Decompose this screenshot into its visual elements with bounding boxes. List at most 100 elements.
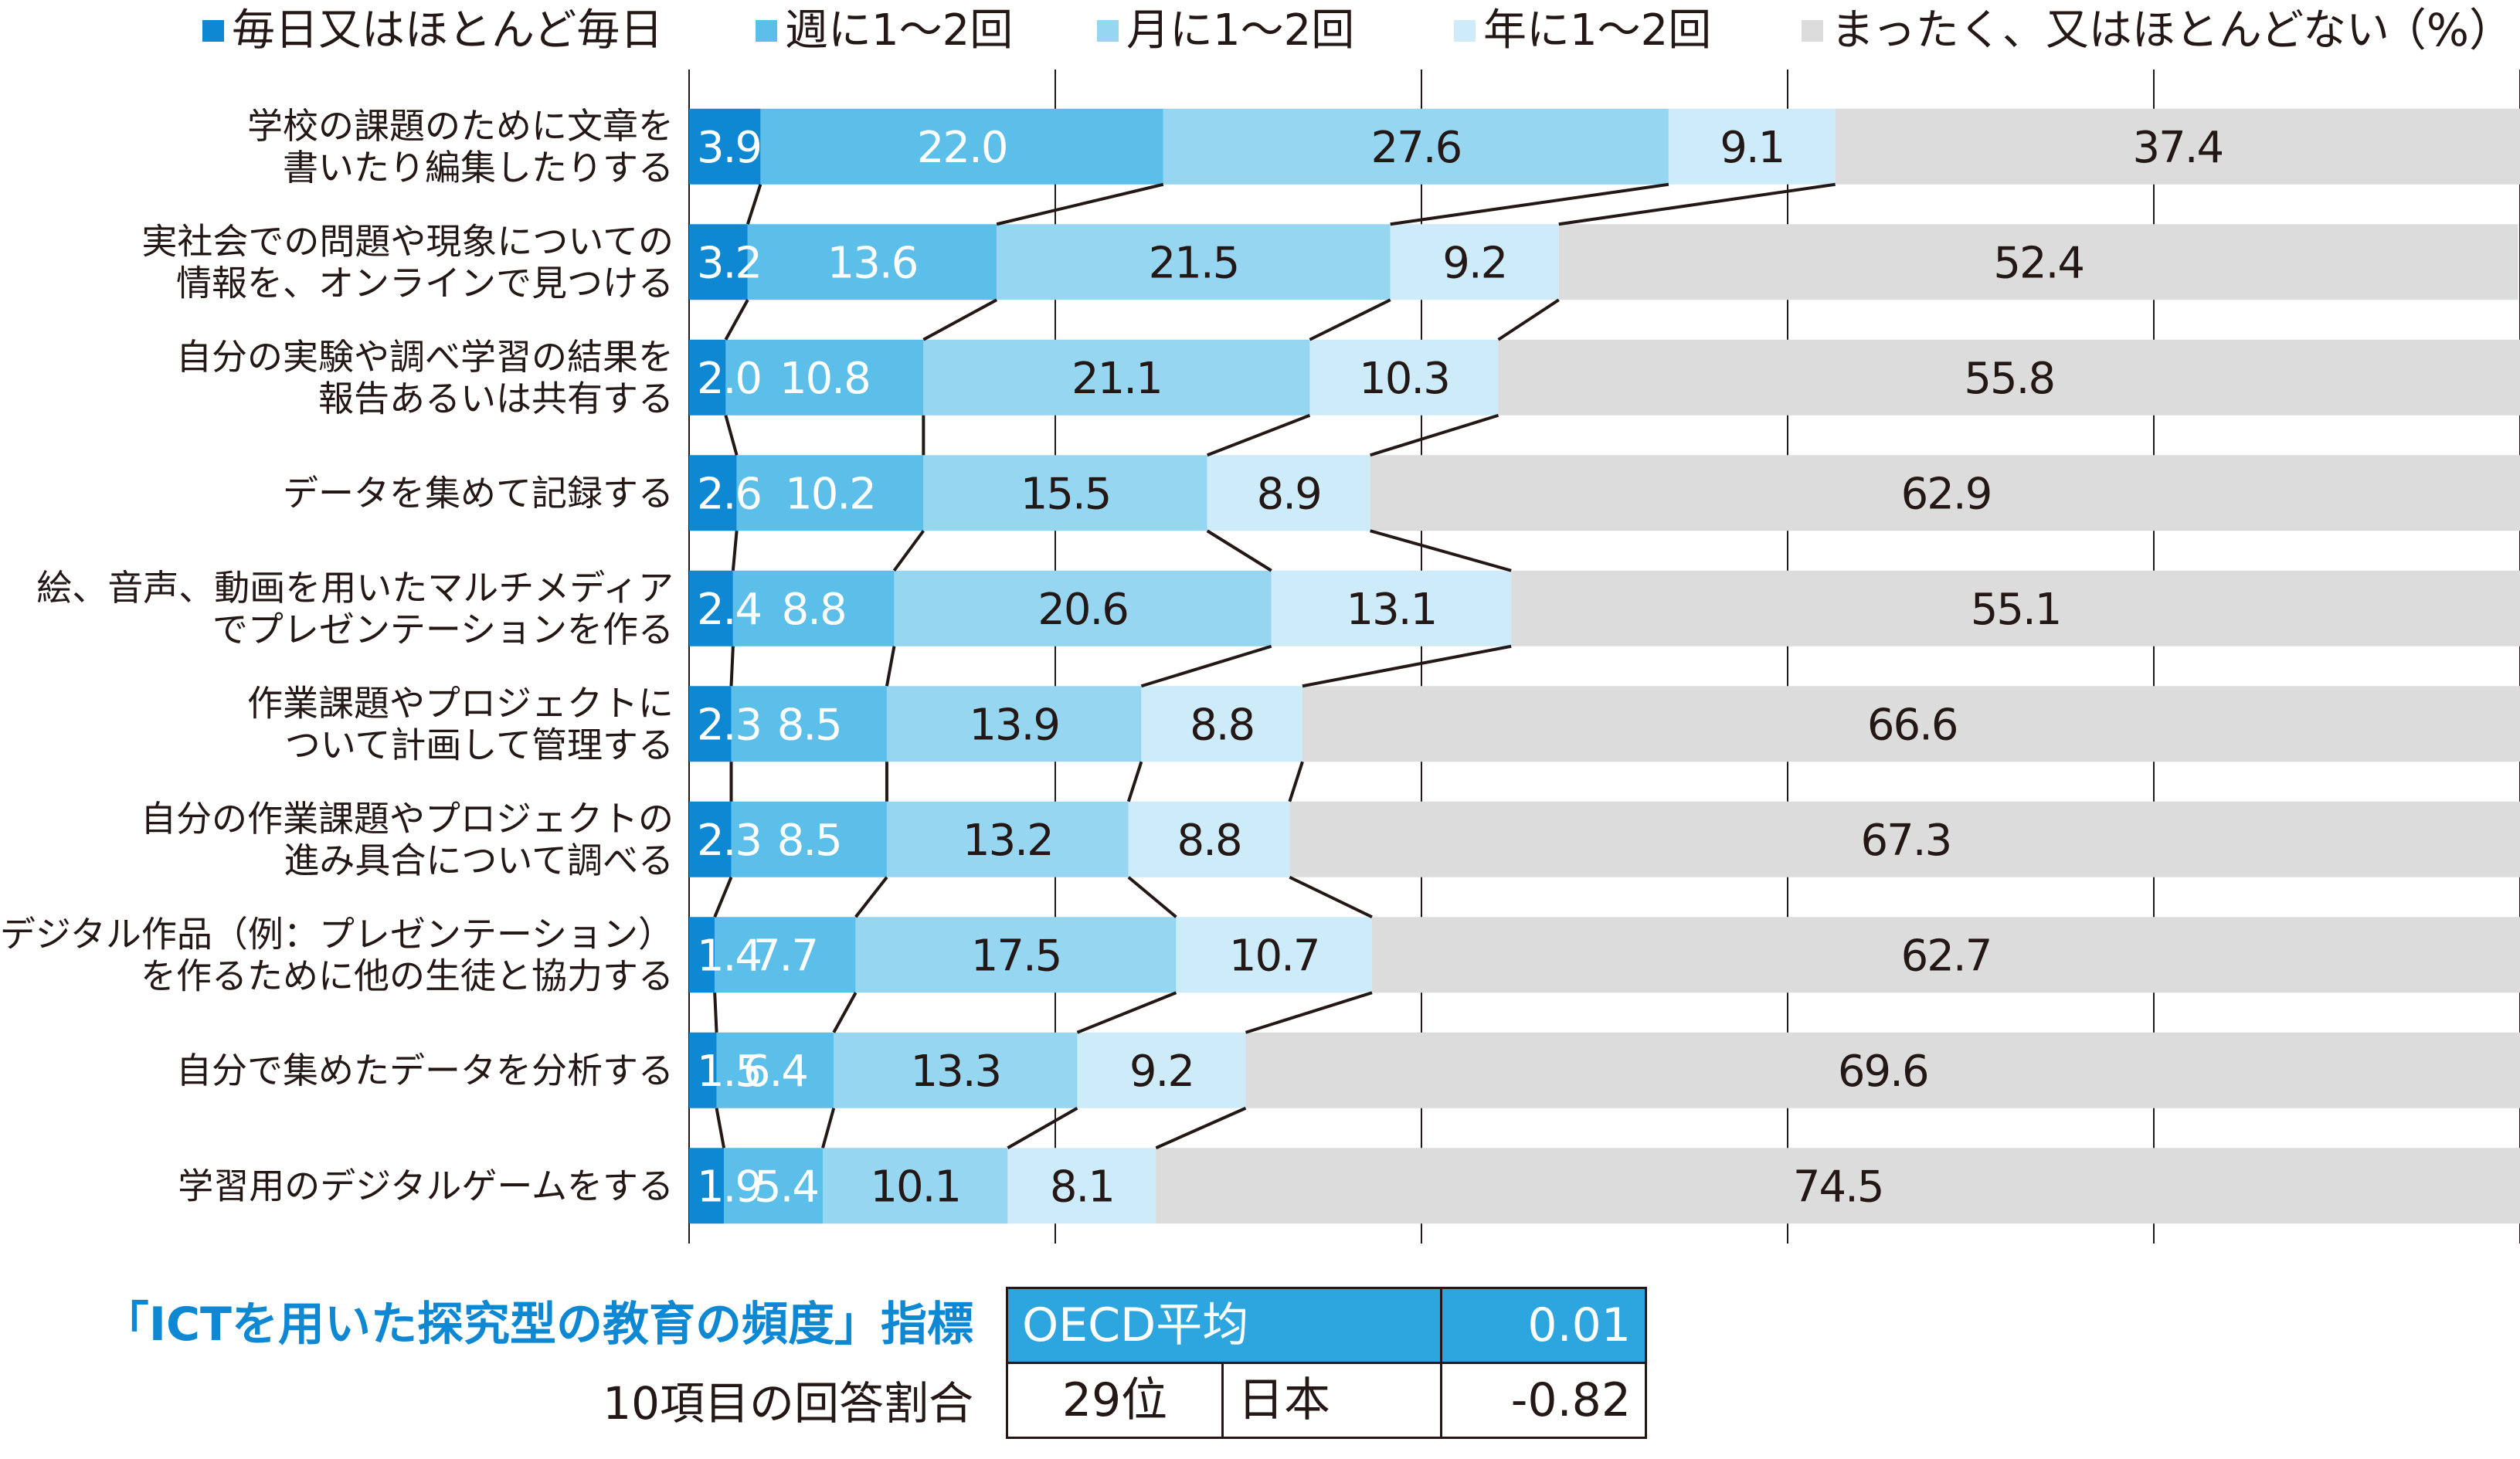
- connector-line: [1206, 413, 1311, 457]
- value-label: 10.3: [1359, 354, 1449, 404]
- bar-segment: [886, 686, 1142, 762]
- category-label-line: 報告あるいは共有する: [318, 378, 674, 419]
- connector-line: [922, 298, 998, 341]
- category-label: 実社会での問題や現象についての情報を、オンラインで見つける: [141, 220, 674, 304]
- bar-segment: [689, 1032, 717, 1108]
- value-label: 74.5: [1793, 1162, 1883, 1212]
- value-label: 10.7: [1229, 931, 1319, 981]
- legend-label: 年に1～2回: [1483, 5, 1712, 56]
- stacked-bar-chart: 学校の課題のために文章を書いたり編集したりする実社会での問題や現象についての情報…: [0, 70, 2520, 1244]
- category-label-line: デジタル作品（例：プレゼンテーション）: [0, 913, 674, 955]
- value-label: 62.7: [1901, 931, 1992, 981]
- bar-segment: [1176, 917, 1373, 993]
- bar-segment: [1156, 1148, 2520, 1224]
- index-panel: 「ICTを用いた探究型の教育の頻度」指標 10項目の回答割合 OECD平均 0.…: [0, 1282, 2520, 1459]
- value-label: 13.9: [969, 700, 1059, 750]
- category-label-line: ついて計画して管理する: [285, 724, 674, 765]
- category-label-line: でプレゼンテーションを作る: [212, 609, 674, 650]
- bar-segment: [1077, 1032, 1246, 1108]
- connector-line: [996, 182, 1164, 226]
- bar-segment: [736, 455, 924, 531]
- bar-segment: [747, 224, 997, 300]
- connector-line: [821, 1108, 836, 1149]
- bar-segment: [732, 570, 895, 646]
- bar-segment: [1370, 455, 2520, 531]
- category-label-line: 自分の作業課題やプロジェクトの: [141, 798, 674, 840]
- value-label: 8.1: [1050, 1162, 1114, 1212]
- category-label-line: 絵、音声、動画を用いたマルチメディア: [36, 567, 674, 609]
- connector-line: [1127, 876, 1177, 918]
- connector-line: [1289, 875, 1373, 919]
- category-label-line: 進み具合について調べる: [284, 840, 674, 881]
- oecd-row: OECD平均 0.01: [1006, 1287, 1647, 1364]
- value-label: 8.8: [1177, 816, 1241, 866]
- unit-label: （%）: [2381, 4, 2514, 56]
- value-label: 5.4: [754, 1162, 818, 1212]
- connector-line: [854, 876, 888, 918]
- legend-item: 月に1～2回: [1097, 6, 1354, 56]
- value-label: 8.8: [782, 585, 846, 635]
- legend-label: 月に1～2回: [1126, 5, 1355, 56]
- connector-line: [885, 646, 896, 687]
- bar-segment: [894, 570, 1272, 646]
- category-label: デジタル作品（例：プレゼンテーション）を作るために他の生徒と協力する: [0, 913, 674, 996]
- value-label: 3.2: [697, 238, 761, 288]
- oecd-label: OECD平均: [1006, 1287, 1442, 1364]
- bar-segment: [923, 455, 1207, 531]
- connector-line: [1155, 1106, 1247, 1150]
- legend-item: まったく、又はほとんどない: [1802, 6, 2389, 56]
- bar-segment: [731, 686, 887, 762]
- value-label: 10.2: [785, 469, 875, 519]
- value-label: 10.1: [870, 1162, 960, 1212]
- bar-segment: [689, 917, 715, 993]
- connector-line: [1288, 761, 1304, 802]
- bar-segment: [1498, 339, 2520, 416]
- index-title: 「ICTを用いた探究型の教育の頻度」指標: [102, 1298, 973, 1352]
- value-label: 1.5: [697, 1047, 761, 1097]
- bar-segment: [1302, 686, 2520, 762]
- bar-segment: [1245, 1032, 2520, 1108]
- connector-line: [1390, 182, 1669, 226]
- bar-segment: [689, 686, 732, 762]
- value-label: 13.2: [963, 816, 1053, 866]
- value-label: 21.5: [1149, 238, 1239, 288]
- bar-segment: [823, 1148, 1008, 1224]
- value-label: 7.7: [753, 931, 817, 981]
- bar-segment: [731, 801, 887, 877]
- bar-segment: [716, 1032, 834, 1108]
- bar-segment: [715, 917, 856, 993]
- connector-line: [1370, 529, 1512, 572]
- bar-segment: [1271, 570, 1512, 646]
- legend-label: まったく、又はほとんどない: [1831, 5, 2389, 56]
- connector-line: [745, 184, 762, 225]
- connector-line: [713, 992, 718, 1033]
- value-label: 8.9: [1257, 469, 1321, 519]
- legend-swatch: [756, 20, 777, 42]
- category-label: 自分の作業課題やプロジェクトの進み具合について調べる: [141, 798, 674, 881]
- legend-item: 年に1～2回: [1454, 6, 1711, 56]
- value-label: 66.6: [1867, 700, 1958, 750]
- oecd-value: 0.01: [1440, 1287, 1647, 1364]
- bar-segment: [689, 108, 761, 185]
- legend-swatch: [1454, 20, 1476, 42]
- connector-line: [892, 530, 925, 572]
- legend-item: 週に1～2回: [756, 6, 1013, 56]
- value-label: 8.5: [777, 816, 841, 866]
- value-label: 9.2: [1442, 238, 1506, 288]
- category-label-line: 書いたり編集したりする: [283, 147, 674, 188]
- bar-segment: [997, 224, 1391, 300]
- connector-line: [724, 415, 739, 456]
- legend-item: 毎日又はほとんど毎日: [202, 6, 663, 56]
- bar-segment: [923, 339, 1310, 416]
- bar-segment: [1835, 108, 2520, 185]
- connector-line: [832, 992, 858, 1033]
- connector-line: [1309, 298, 1391, 341]
- value-label: 2.4: [697, 585, 761, 635]
- category-label-line: データを集めて記録する: [283, 472, 674, 514]
- connector-line: [1206, 529, 1272, 572]
- japan-row: 29位 日本 -0.82: [1006, 1362, 1647, 1439]
- category-label-line: 学校の課題のために文章を: [247, 105, 674, 147]
- bar-segment: [725, 339, 924, 416]
- connector-line: [1007, 1107, 1078, 1149]
- bar-segment: [1141, 686, 1302, 762]
